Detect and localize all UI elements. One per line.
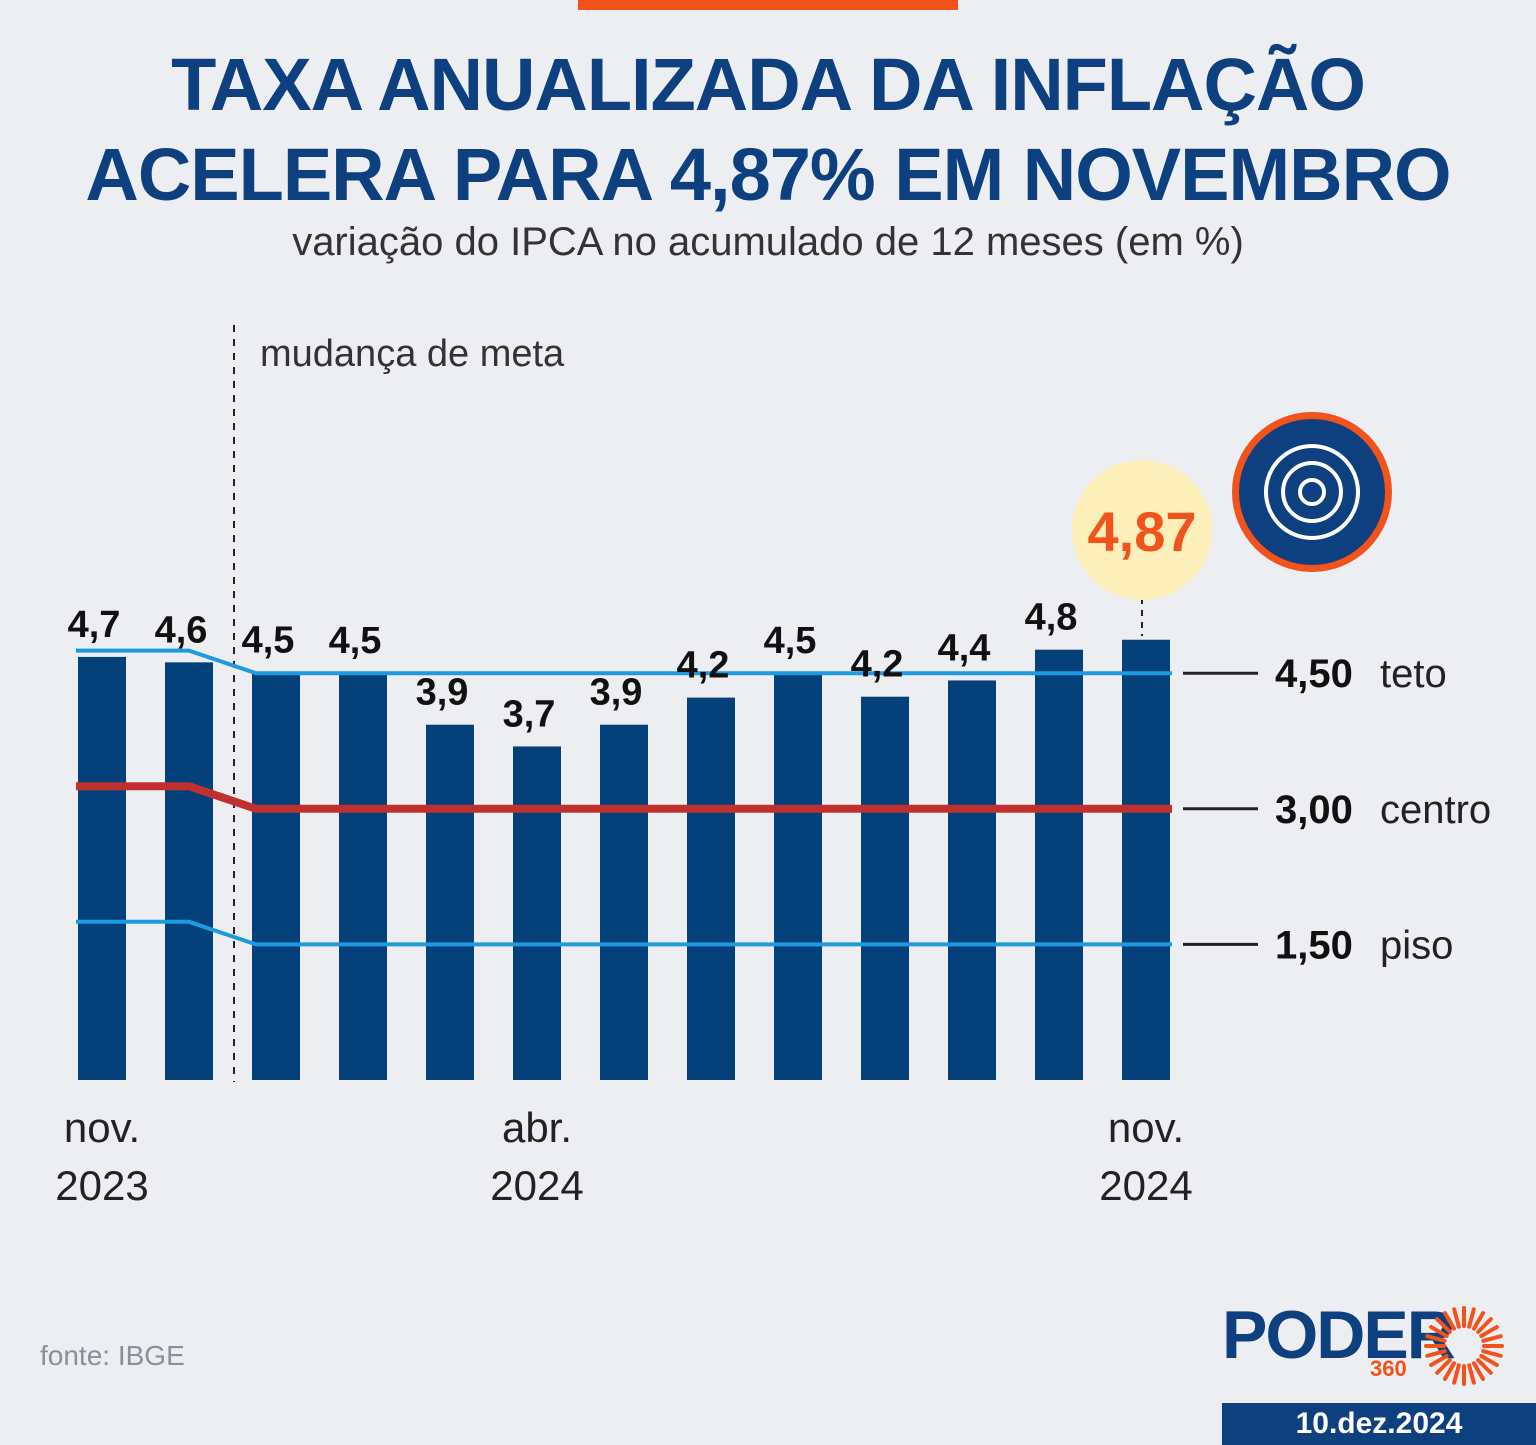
x-tick-month-12: nov. <box>1108 1104 1184 1151</box>
value-label-5: 3,7 <box>503 693 556 735</box>
logo-text: PODER <box>1222 1297 1456 1373</box>
ref-name-piso: piso <box>1380 923 1453 967</box>
sun-ray <box>1429 1354 1449 1367</box>
value-label-1: 4,6 <box>155 609 208 651</box>
bar-9 <box>861 696 909 1080</box>
value-label-6: 3,9 <box>590 672 643 714</box>
source-note: fonte: IBGE <box>40 1340 185 1371</box>
title-line-1: TAXA ANUALIZADA DA INFLAÇÃO <box>171 43 1366 126</box>
ref-name-centro: centro <box>1380 788 1491 832</box>
ref-line-teto <box>76 648 1172 676</box>
sun-ray <box>1443 1361 1456 1381</box>
value-label-4: 3,9 <box>416 672 469 714</box>
sun-ray <box>1425 1334 1447 1343</box>
sun-ray <box>1472 1361 1485 1381</box>
sun-ray <box>1429 1325 1449 1338</box>
sun-ray <box>1481 1349 1503 1358</box>
sun-ray <box>1472 1311 1485 1331</box>
bar-2 <box>252 672 300 1080</box>
ref-value-piso: 1,50 <box>1275 923 1353 967</box>
meta-change-label: mudança de meta <box>260 333 565 375</box>
value-label-11: 4,8 <box>1025 597 1078 639</box>
sun-ray <box>1479 1354 1499 1367</box>
value-label-2: 4,5 <box>242 619 295 661</box>
sun-ray <box>1467 1307 1476 1329</box>
highlight-value: 4,87 <box>1088 500 1197 563</box>
value-label-8: 4,5 <box>764 620 817 662</box>
bar-7 <box>687 697 735 1080</box>
bars-layer <box>78 639 1170 1080</box>
x-tick-year-0: 2023 <box>55 1162 148 1209</box>
ref-value-teto: 4,50 <box>1275 652 1353 696</box>
value-labels-layer: 4,7 4,6 4,5 4,5 3,9 3,7 3,9 4,2 4,5 4,2 4,4 4,8 <box>68 597 1078 736</box>
reference-labels-layer: 4,50 teto 3,00 centro 1,50 piso <box>1183 652 1491 967</box>
sun-ray <box>1452 1307 1461 1329</box>
bar-10 <box>948 680 996 1080</box>
chart-title: TAXA ANUALIZADA DA INFLAÇÃO ACELERA PARA… <box>0 40 1536 220</box>
bar-6 <box>600 724 648 1080</box>
sun-ray <box>1479 1325 1499 1338</box>
x-axis-ticks-layer: nov. 2023 abr. 2024 nov. 2024 <box>55 1104 1192 1209</box>
bar-5 <box>513 746 561 1080</box>
value-label-3: 4,5 <box>329 620 382 662</box>
sun-ray <box>1435 1317 1452 1334</box>
title-line-2: ACELERA PARA 4,87% EM NOVEMBRO <box>85 133 1451 216</box>
sun-ray <box>1476 1358 1493 1375</box>
poder360-logo: PODER 360 <box>1222 1296 1512 1386</box>
bar-chart: mudança de meta 4,7 4,6 4,5 4,5 3,9 3,7 3,9 4,2… <box>55 325 1491 1209</box>
top-accent-bar <box>578 0 958 10</box>
sun-ray <box>1435 1358 1452 1375</box>
x-tick-month-5: abr. <box>502 1104 572 1151</box>
bar-0 <box>78 656 126 1080</box>
bar-11 <box>1035 649 1083 1080</box>
target-icon <box>1232 412 1392 572</box>
ref-line-centro <box>76 782 1172 813</box>
sun-ray <box>1476 1317 1493 1334</box>
chart-subtitle: variação do IPCA no acumulado de 12 mese… <box>292 220 1244 264</box>
sun-icon <box>1424 1306 1504 1386</box>
highlight-bubble <box>1072 460 1212 600</box>
sun-ray <box>1425 1349 1447 1358</box>
value-label-0: 4,7 <box>68 604 121 646</box>
bar-3 <box>339 673 387 1080</box>
x-tick-year-12: 2024 <box>1099 1162 1192 1209</box>
sun-ray <box>1467 1363 1476 1385</box>
sun-ray <box>1452 1363 1461 1385</box>
bar-4 <box>426 724 474 1080</box>
ref-line-piso <box>76 919 1172 947</box>
x-tick-month-0: nov. <box>64 1104 140 1151</box>
value-label-9: 4,2 <box>851 644 904 686</box>
sun-ray <box>1443 1311 1456 1331</box>
bar-12 <box>1122 639 1170 1080</box>
date-badge: 10.dez.2024 <box>1222 1403 1536 1445</box>
logo-number: 360 <box>1370 1356 1407 1381</box>
value-label-7: 4,2 <box>677 645 730 687</box>
bar-1 <box>165 662 213 1080</box>
ref-value-centro: 3,00 <box>1275 788 1353 832</box>
reference-lines-layer <box>76 648 1172 947</box>
ref-name-teto: teto <box>1380 652 1447 696</box>
bar-8 <box>774 673 822 1080</box>
x-tick-year-5: 2024 <box>490 1162 583 1209</box>
value-label-10: 4,4 <box>938 627 991 669</box>
sun-ray <box>1481 1334 1503 1343</box>
